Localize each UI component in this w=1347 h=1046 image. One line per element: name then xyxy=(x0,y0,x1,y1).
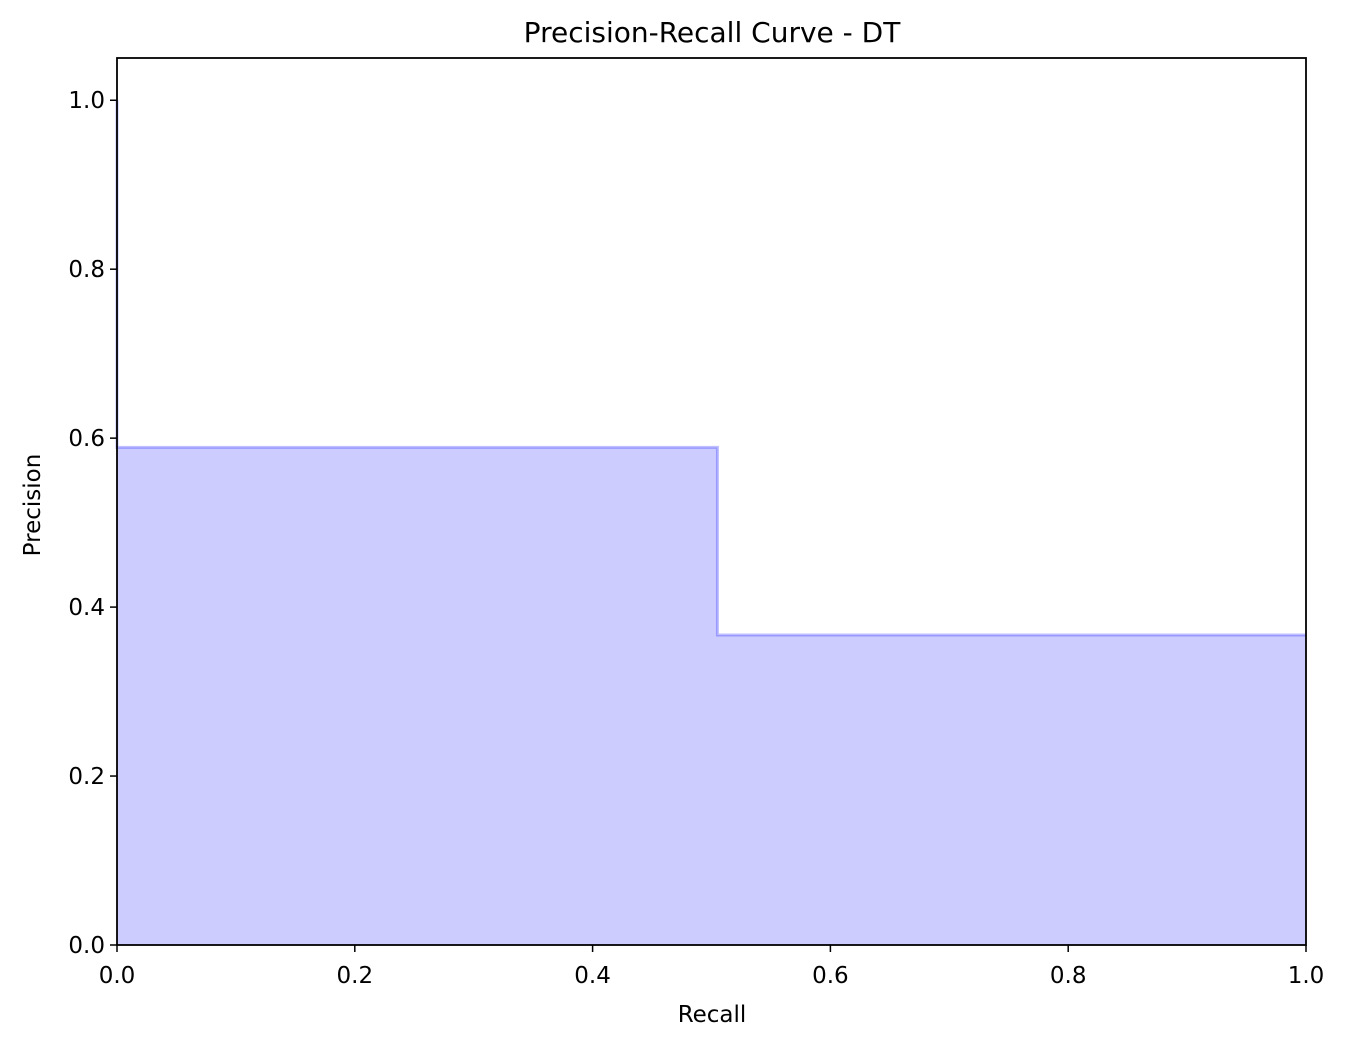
x-tick-label: 0.8 xyxy=(1050,963,1087,989)
x-axis-label: Recall xyxy=(678,1002,747,1028)
x-axis-ticks: 0.0 0.2 0.4 0.6 0.8 1.0 xyxy=(99,945,1325,989)
y-tick-label: 0.8 xyxy=(68,257,105,283)
plot-frame xyxy=(116,57,1307,946)
x-tick-label: 0.0 xyxy=(99,963,136,989)
y-axis-ticks: 0.0 0.2 0.4 0.6 0.8 1.0 xyxy=(68,88,117,959)
pr-area-fill xyxy=(117,100,1306,945)
y-tick-label: 0.2 xyxy=(68,764,105,790)
y-tick-label: 1.0 xyxy=(68,88,105,114)
x-tick-label: 0.2 xyxy=(337,963,374,989)
y-tick-label: 0.6 xyxy=(68,426,105,452)
y-tick-label: 0.4 xyxy=(68,595,105,621)
x-tick-label: 0.4 xyxy=(574,963,611,989)
x-tick-label: 0.6 xyxy=(812,963,849,989)
plot-area xyxy=(115,100,1306,945)
chart-title: Precision-Recall Curve - DT xyxy=(524,16,902,49)
x-tick-label: 1.0 xyxy=(1288,963,1325,989)
y-axis-label: Precision xyxy=(20,454,46,557)
y-tick-label: 0.0 xyxy=(68,933,105,959)
